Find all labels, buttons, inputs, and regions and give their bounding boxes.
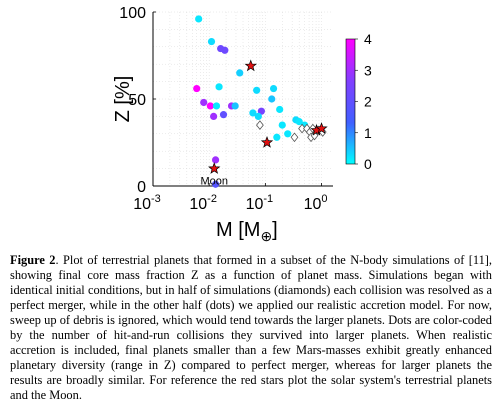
colorbar-tick-label: 3 — [364, 62, 372, 78]
data-point-dot — [210, 112, 218, 120]
y-tick-label: 0 — [137, 179, 146, 196]
data-point-dot — [207, 37, 216, 46]
figure-caption: Figure 2. Plot of terrestrial planets th… — [10, 253, 492, 403]
data-point-dot — [278, 121, 286, 129]
colorbar-tick-label: 0 — [364, 156, 372, 172]
data-point-dot — [254, 112, 262, 120]
data-points — [193, 15, 328, 188]
colorbar-gradient — [345, 38, 356, 165]
data-point-dot — [206, 102, 214, 110]
colorbar-tick-label: 4 — [364, 31, 372, 47]
data-point-dot — [231, 102, 239, 110]
data-point-star — [315, 122, 328, 134]
scatter-chart: 10-3 10-2 10-1 100 0 50 100 Moon 0 1 2 3 4 Z [%] M… — [112, 5, 372, 244]
colorbar-tick-label: 2 — [364, 94, 372, 110]
x-tick-label: 100 — [304, 193, 328, 213]
x-tick-label: 10-1 — [246, 193, 274, 213]
data-point-star — [260, 135, 274, 148]
data-point-dot — [276, 105, 284, 114]
data-point-diamond — [256, 120, 264, 130]
annotations: Moon — [200, 176, 228, 188]
data-point-dot — [200, 98, 208, 107]
data-point-dot — [193, 84, 201, 93]
y-axis-title: Z [%] — [112, 76, 134, 123]
x-tick-label: 10-2 — [189, 193, 217, 213]
caption-label: Figure 2 — [10, 253, 56, 267]
colorbar-tick-label: 1 — [364, 125, 372, 141]
data-point-dot — [249, 109, 257, 117]
data-point-dot — [257, 107, 265, 115]
data-point-dot — [211, 180, 220, 188]
x-axis-title: M [M⊕] — [216, 219, 278, 244]
caption-text: . Plot of terrestrial planets that forme… — [10, 253, 493, 402]
figure: 10-3 10-2 10-1 100 0 50 100 Moon 0 1 2 3 4 Z [%] M… — [112, 5, 372, 244]
data-point-dot — [269, 84, 278, 93]
data-point-dot — [268, 95, 276, 103]
data-point-dot — [284, 130, 292, 138]
data-point-diamond — [290, 132, 299, 143]
data-point-dot — [212, 102, 221, 110]
data-point-star — [244, 59, 257, 72]
x-tick-label: 10-3 — [133, 193, 161, 213]
data-point-dot — [295, 118, 303, 126]
data-point-star — [208, 162, 221, 174]
data-point-dot — [195, 15, 203, 23]
data-point-dot — [211, 156, 220, 164]
data-point-dot — [273, 133, 281, 141]
data-point-diamond — [310, 130, 319, 141]
data-point-dot — [221, 46, 229, 54]
tick-labels: 10-3 10-2 10-1 100 0 50 100 — [119, 5, 327, 213]
data-point-dot — [253, 86, 261, 94]
data-point-dot — [236, 69, 244, 77]
data-point-dot — [215, 83, 223, 91]
colorbar: 0 1 2 3 4 — [345, 31, 372, 172]
y-tick-label: 100 — [119, 5, 146, 22]
data-point-dot — [219, 111, 228, 119]
annotation-moon: Moon — [200, 176, 228, 188]
grid — [152, 11, 333, 186]
y-tick-label: 50 — [128, 92, 146, 109]
